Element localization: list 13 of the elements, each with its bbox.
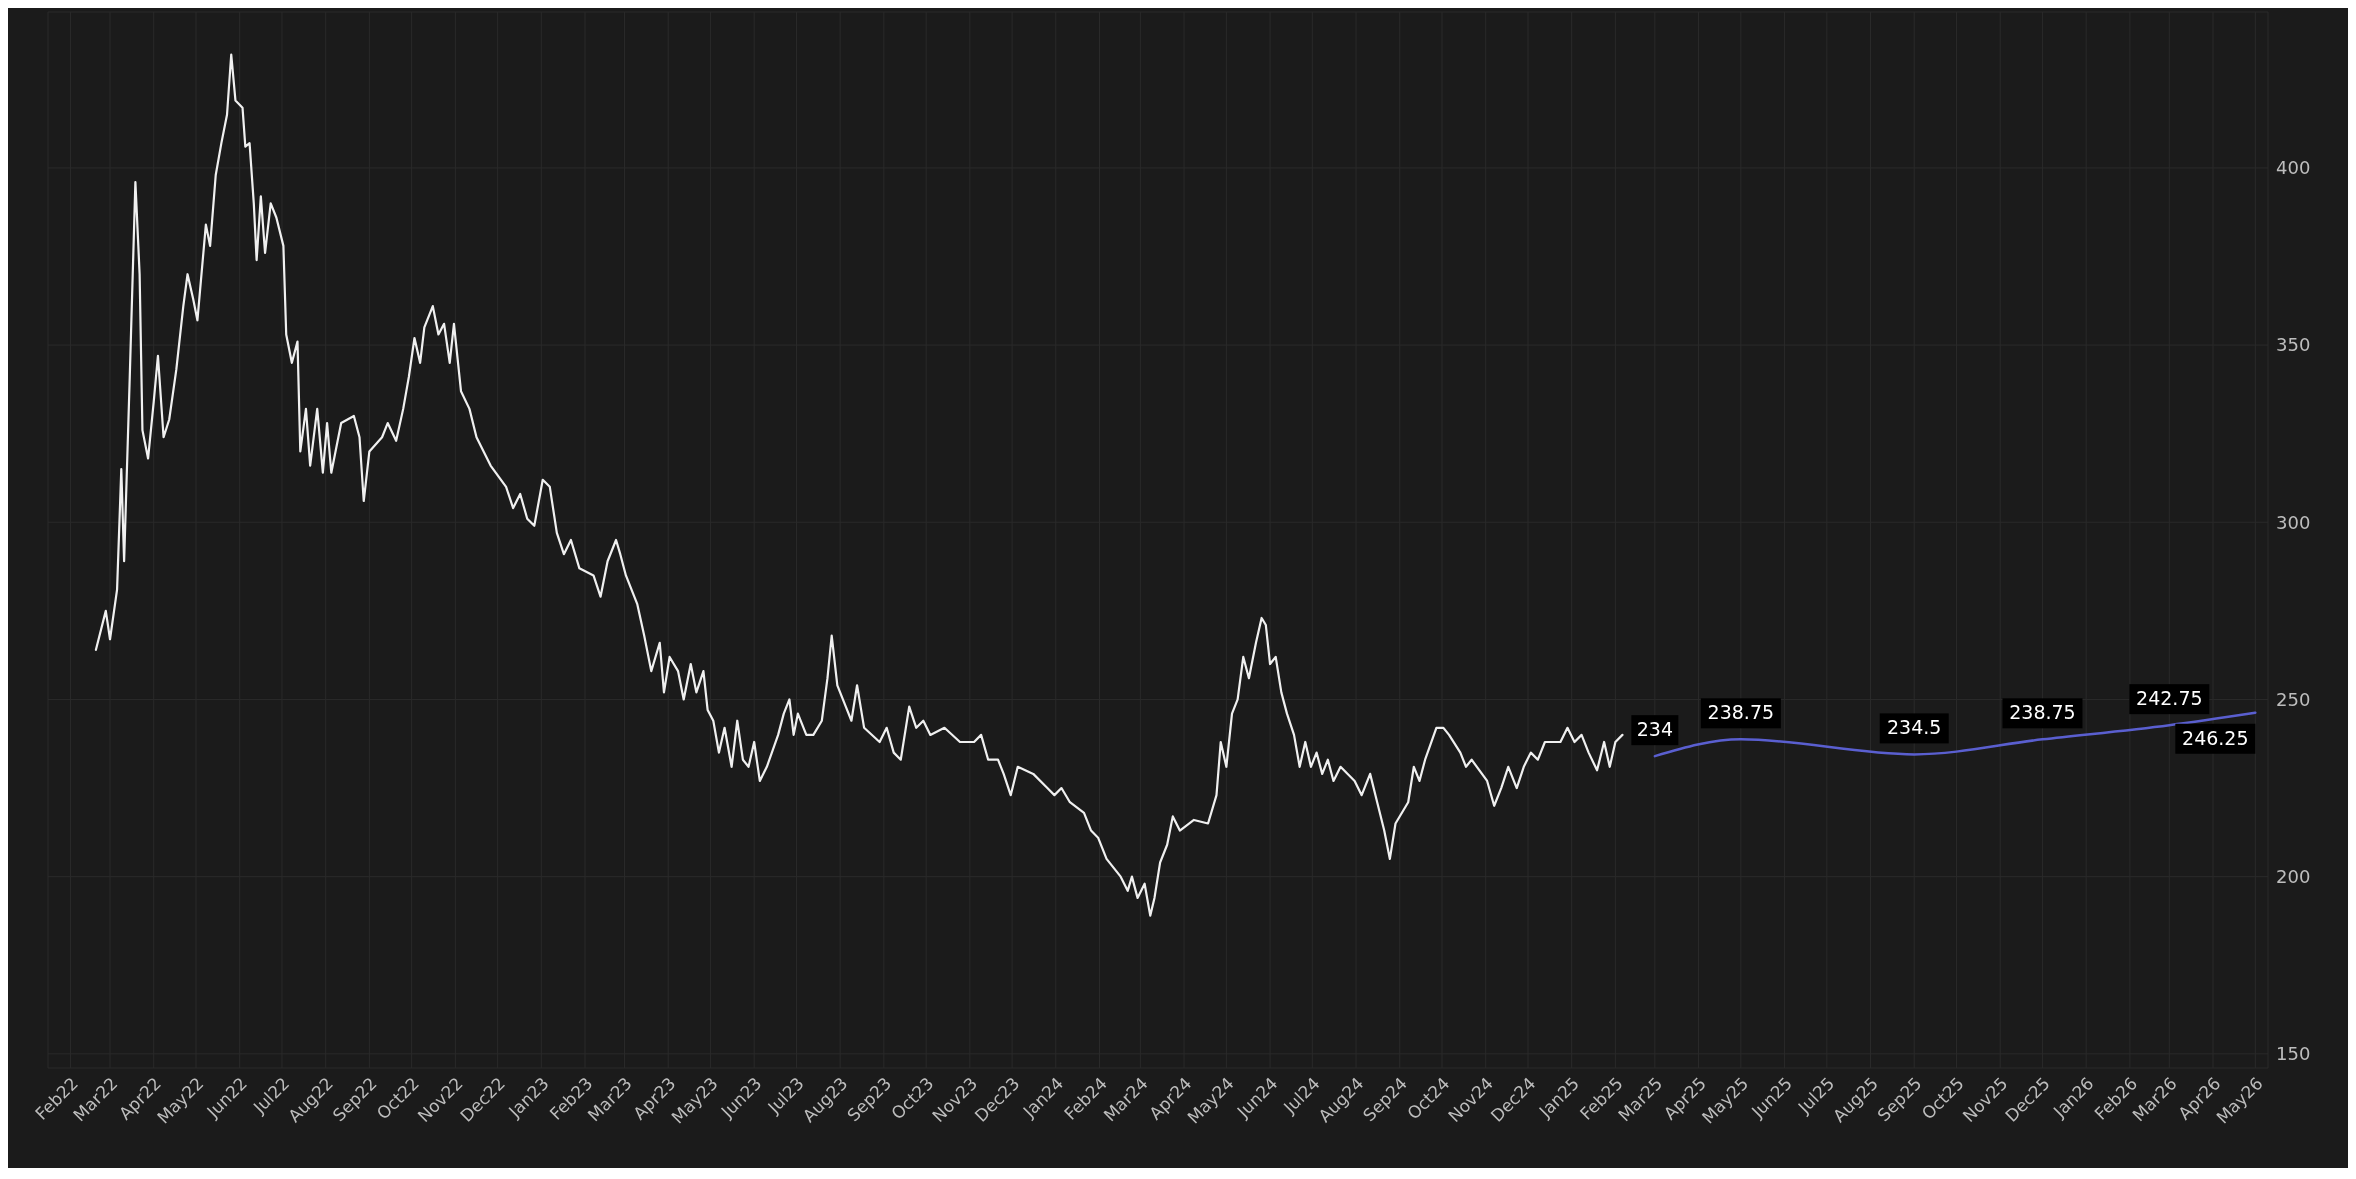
data-label: 234.5 <box>1887 716 1942 739</box>
data-label: 246.25 <box>2182 726 2249 749</box>
y-tick-label: 200 <box>2276 866 2311 888</box>
data-label: 238.75 <box>2009 701 2076 724</box>
y-tick-label: 300 <box>2276 511 2311 533</box>
y-tick-label: 250 <box>2276 688 2311 710</box>
data-label: 238.75 <box>1707 701 1775 724</box>
y-tick-label: 400 <box>2276 157 2311 179</box>
line-series <box>94 53 1624 917</box>
y-tick-label: 150 <box>2276 1043 2311 1065</box>
y-tick-label: 350 <box>2276 334 2311 356</box>
data-label: 234 <box>1636 718 1673 741</box>
data-label: 242.75 <box>2136 687 2203 710</box>
